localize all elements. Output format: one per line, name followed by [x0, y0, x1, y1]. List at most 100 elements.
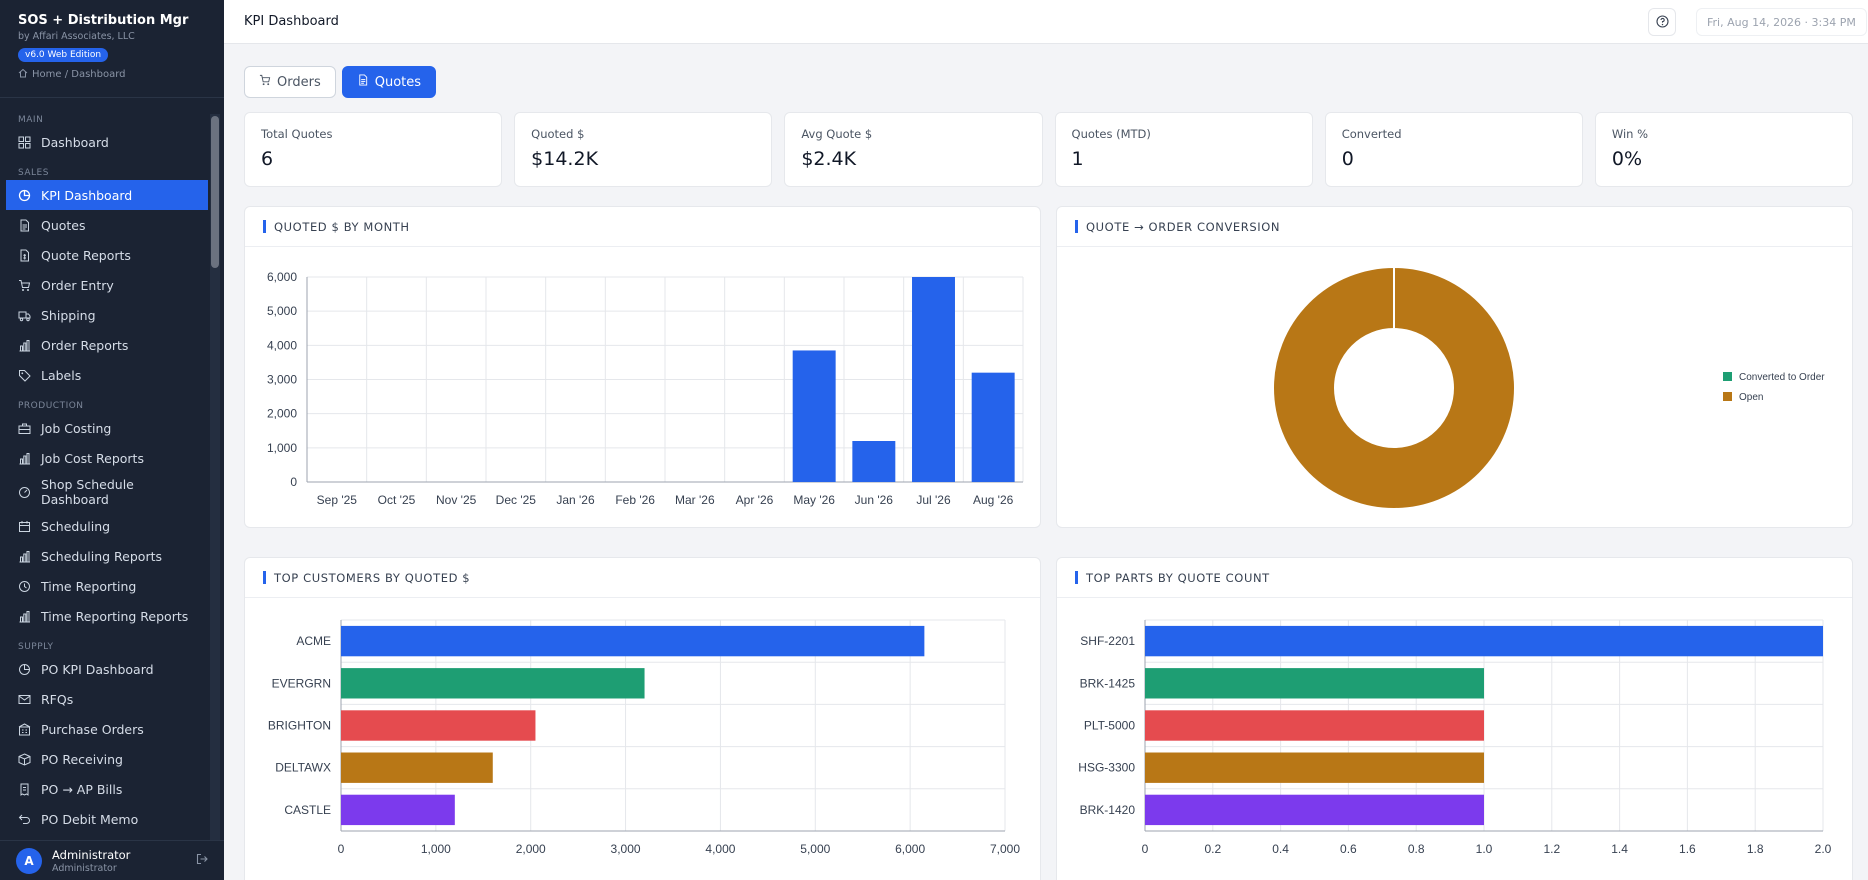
sidebar-item-order-entry[interactable]: Order Entry	[0, 270, 208, 300]
sidebar-item-po-kpi-dashboard[interactable]: PO KPI Dashboard	[0, 654, 208, 684]
x-tick-label: 0	[338, 842, 345, 856]
sidebar-item-purchase-orders[interactable]: Purchase Orders	[0, 714, 208, 744]
help-button[interactable]	[1648, 8, 1676, 36]
sidebar-item-rfqs[interactable]: RFQs	[0, 684, 208, 714]
x-tick-label: 1,000	[421, 842, 451, 856]
kpi-card-quotes-mtd: Quotes (MTD) 1	[1054, 112, 1313, 187]
toolbox-icon	[18, 422, 31, 435]
tab-quotes[interactable]: Quotes	[341, 66, 437, 98]
x-tick-label: Jul '26	[916, 493, 951, 507]
sidebar-item-labels[interactable]: Labels	[0, 360, 208, 390]
user-role: Administrator	[52, 862, 117, 874]
kpi-card-win-percent: Win % 0%	[1594, 112, 1854, 187]
tab-orders[interactable]: Orders	[244, 66, 336, 98]
x-tick-label: Feb '26	[615, 493, 655, 507]
panel-title: QUOTE → ORDER CONVERSION	[1086, 219, 1281, 234]
sidebar-item-dashboard[interactable]: Dashboard	[0, 127, 208, 157]
building-icon	[18, 722, 31, 736]
bar	[852, 441, 896, 482]
sidebar-item-time-reporting[interactable]: Time Reporting	[0, 571, 208, 601]
sidebar-item-label: Quote Reports	[41, 247, 131, 263]
bar	[341, 752, 493, 783]
breadcrumb[interactable]: Home / Dashboard	[18, 68, 206, 81]
package-icon	[18, 752, 31, 766]
sidebar-item-job-costing[interactable]: Job Costing	[0, 413, 208, 443]
sidebar-item-po-ap-bills[interactable]: PO → AP Bills	[0, 774, 208, 804]
kpi-cards: Total Quotes 6 Quoted $ $14.2K Avg Quote…	[244, 112, 1854, 187]
sidebar-item-label: PO Receiving	[41, 751, 123, 767]
sidebar-item-kpi-dashboard[interactable]: KPI Dashboard	[6, 180, 208, 210]
sidebar-item-label: Order Reports	[41, 337, 129, 353]
bar	[1145, 625, 1823, 657]
y-tick-label: PLT-5000	[1084, 719, 1135, 733]
sidebar-item-scheduling[interactable]: Scheduling	[0, 511, 208, 541]
user-name: Administrator	[52, 847, 131, 862]
bar	[971, 372, 1015, 482]
y-tick-label: ACME	[296, 634, 331, 648]
sidebar-scrollbar[interactable]	[210, 114, 220, 840]
sidebar-item-label: Scheduling Reports	[41, 548, 163, 564]
kpi-card-total-quotes: Total Quotes 6	[244, 112, 503, 187]
sidebar-item-label: PO → AP Bills	[41, 781, 123, 797]
clock-icon	[18, 580, 31, 593]
kpi-label: Total Quotes	[261, 127, 333, 141]
bar	[341, 794, 455, 826]
sidebar-item-scheduling-reports[interactable]: Scheduling Reports	[0, 541, 208, 571]
x-tick-label: Oct '25	[378, 493, 416, 507]
breadcrumb-text: Home / Dashboard	[32, 69, 126, 80]
kpi-label: Quoted $	[531, 127, 585, 141]
kpi-label: Quotes (MTD)	[1071, 127, 1151, 141]
y-tick-label: 1,000	[267, 441, 297, 455]
home-icon	[18, 68, 28, 81]
pie-chart-icon	[18, 663, 31, 676]
sidebar-item-shipping[interactable]: Shipping	[0, 300, 208, 330]
sidebar-item-label: Quotes	[41, 217, 86, 233]
user-profile[interactable]: A Administrator Administrator	[0, 840, 224, 880]
panel-top-customers: TOP CUSTOMERS BY QUOTED $ 0 1,000 2,000 3,0…	[244, 557, 1041, 880]
panel-conversion: QUOTE → ORDER CONVERSION Converted to Or…	[1056, 206, 1853, 528]
legend-swatch	[1723, 372, 1732, 381]
sidebar-item-shop-schedule-dashboard[interactable]: Shop Schedule Dashboard	[0, 473, 208, 511]
x-tick-label: 7,000	[990, 842, 1020, 856]
sidebar-item-label: Order Entry	[41, 277, 114, 293]
app-subtitle: by Affari Associates, LLC	[18, 31, 135, 42]
sidebar-item-job-cost-reports[interactable]: Job Cost Reports	[0, 443, 208, 473]
x-tick-label: 1.8	[1747, 842, 1764, 856]
sidebar-item-po-debit-memo[interactable]: PO Debit Memo	[0, 804, 208, 834]
sidebar-item-time-reporting-reports[interactable]: Time Reporting Reports	[0, 601, 208, 631]
section-sales: SALES	[18, 168, 49, 178]
user-info: Administrator Administrator	[52, 848, 130, 874]
y-tick-label: BRIGHTON	[268, 719, 331, 733]
sidebar-item-label: Time Reporting Reports	[41, 608, 189, 624]
y-tick-label: 4,000	[267, 338, 297, 352]
tag-icon	[18, 369, 31, 382]
x-tick-label: 1.6	[1679, 842, 1696, 856]
bar	[1145, 794, 1484, 826]
truck-icon	[18, 309, 31, 322]
sidebar-item-quote-reports[interactable]: Quote Reports	[0, 240, 208, 270]
sidebar-item-po-receiving[interactable]: PO Receiving	[0, 744, 208, 774]
sidebar-item-label: Scheduling	[41, 518, 111, 534]
kpi-card-avg-quote: Avg Quote $ $2.4K	[784, 112, 1043, 187]
chart-top-customers: 0 1,000 2,000 3,000 4,000 5,000 6,000 7,000 ACME…	[268, 619, 1020, 856]
sidebar-item-label: Job Cost Reports	[41, 450, 144, 466]
document-icon	[357, 74, 369, 90]
document-dollar-icon	[18, 249, 31, 262]
page-title: KPI Dashboard	[244, 14, 339, 29]
bill-icon	[18, 783, 31, 796]
brand-block: SOS + Distribution Mgr by Affari Associa…	[0, 0, 224, 98]
panel-header: QUOTE → ORDER CONVERSION	[1057, 207, 1852, 247]
sidebar-item-label: RFQs	[41, 691, 74, 707]
bar	[1145, 752, 1484, 783]
logout-icon[interactable]	[196, 853, 208, 868]
sidebar-item-label: PO Debit Memo	[41, 811, 139, 827]
tab-label: Orders	[277, 74, 321, 90]
sidebar-item-order-reports[interactable]: Order Reports	[0, 330, 208, 360]
datetime-display: Fri, Aug 14, 2026 · 3:34 PM	[1696, 8, 1867, 36]
x-tick-label: 1.0	[1476, 842, 1493, 856]
sidebar-item-quotes[interactable]: Quotes	[0, 210, 208, 240]
kpi-value: $14.2K	[531, 148, 599, 170]
scrollbar-thumb[interactable]	[211, 116, 219, 268]
panel-top-parts: TOP PARTS BY QUOTE COUNT 0 0.2 0.4 0.6 0.8 1.…	[1056, 557, 1853, 880]
kpi-label: Win %	[1611, 127, 1649, 141]
